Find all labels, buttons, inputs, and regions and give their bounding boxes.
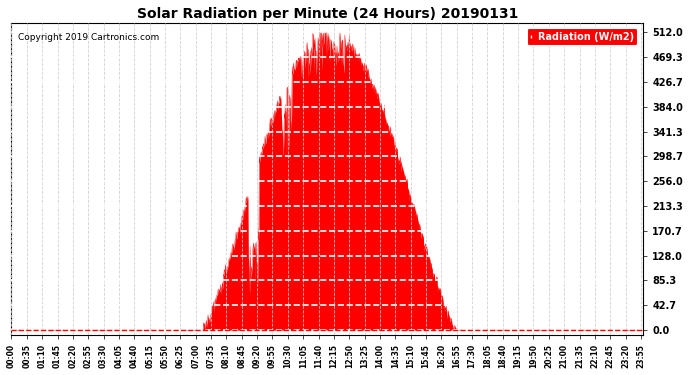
Text: Copyright 2019 Cartronics.com: Copyright 2019 Cartronics.com bbox=[18, 33, 159, 42]
Title: Solar Radiation per Minute (24 Hours) 20190131: Solar Radiation per Minute (24 Hours) 20… bbox=[137, 7, 518, 21]
Legend: Radiation (W/m2): Radiation (W/m2) bbox=[526, 28, 638, 46]
